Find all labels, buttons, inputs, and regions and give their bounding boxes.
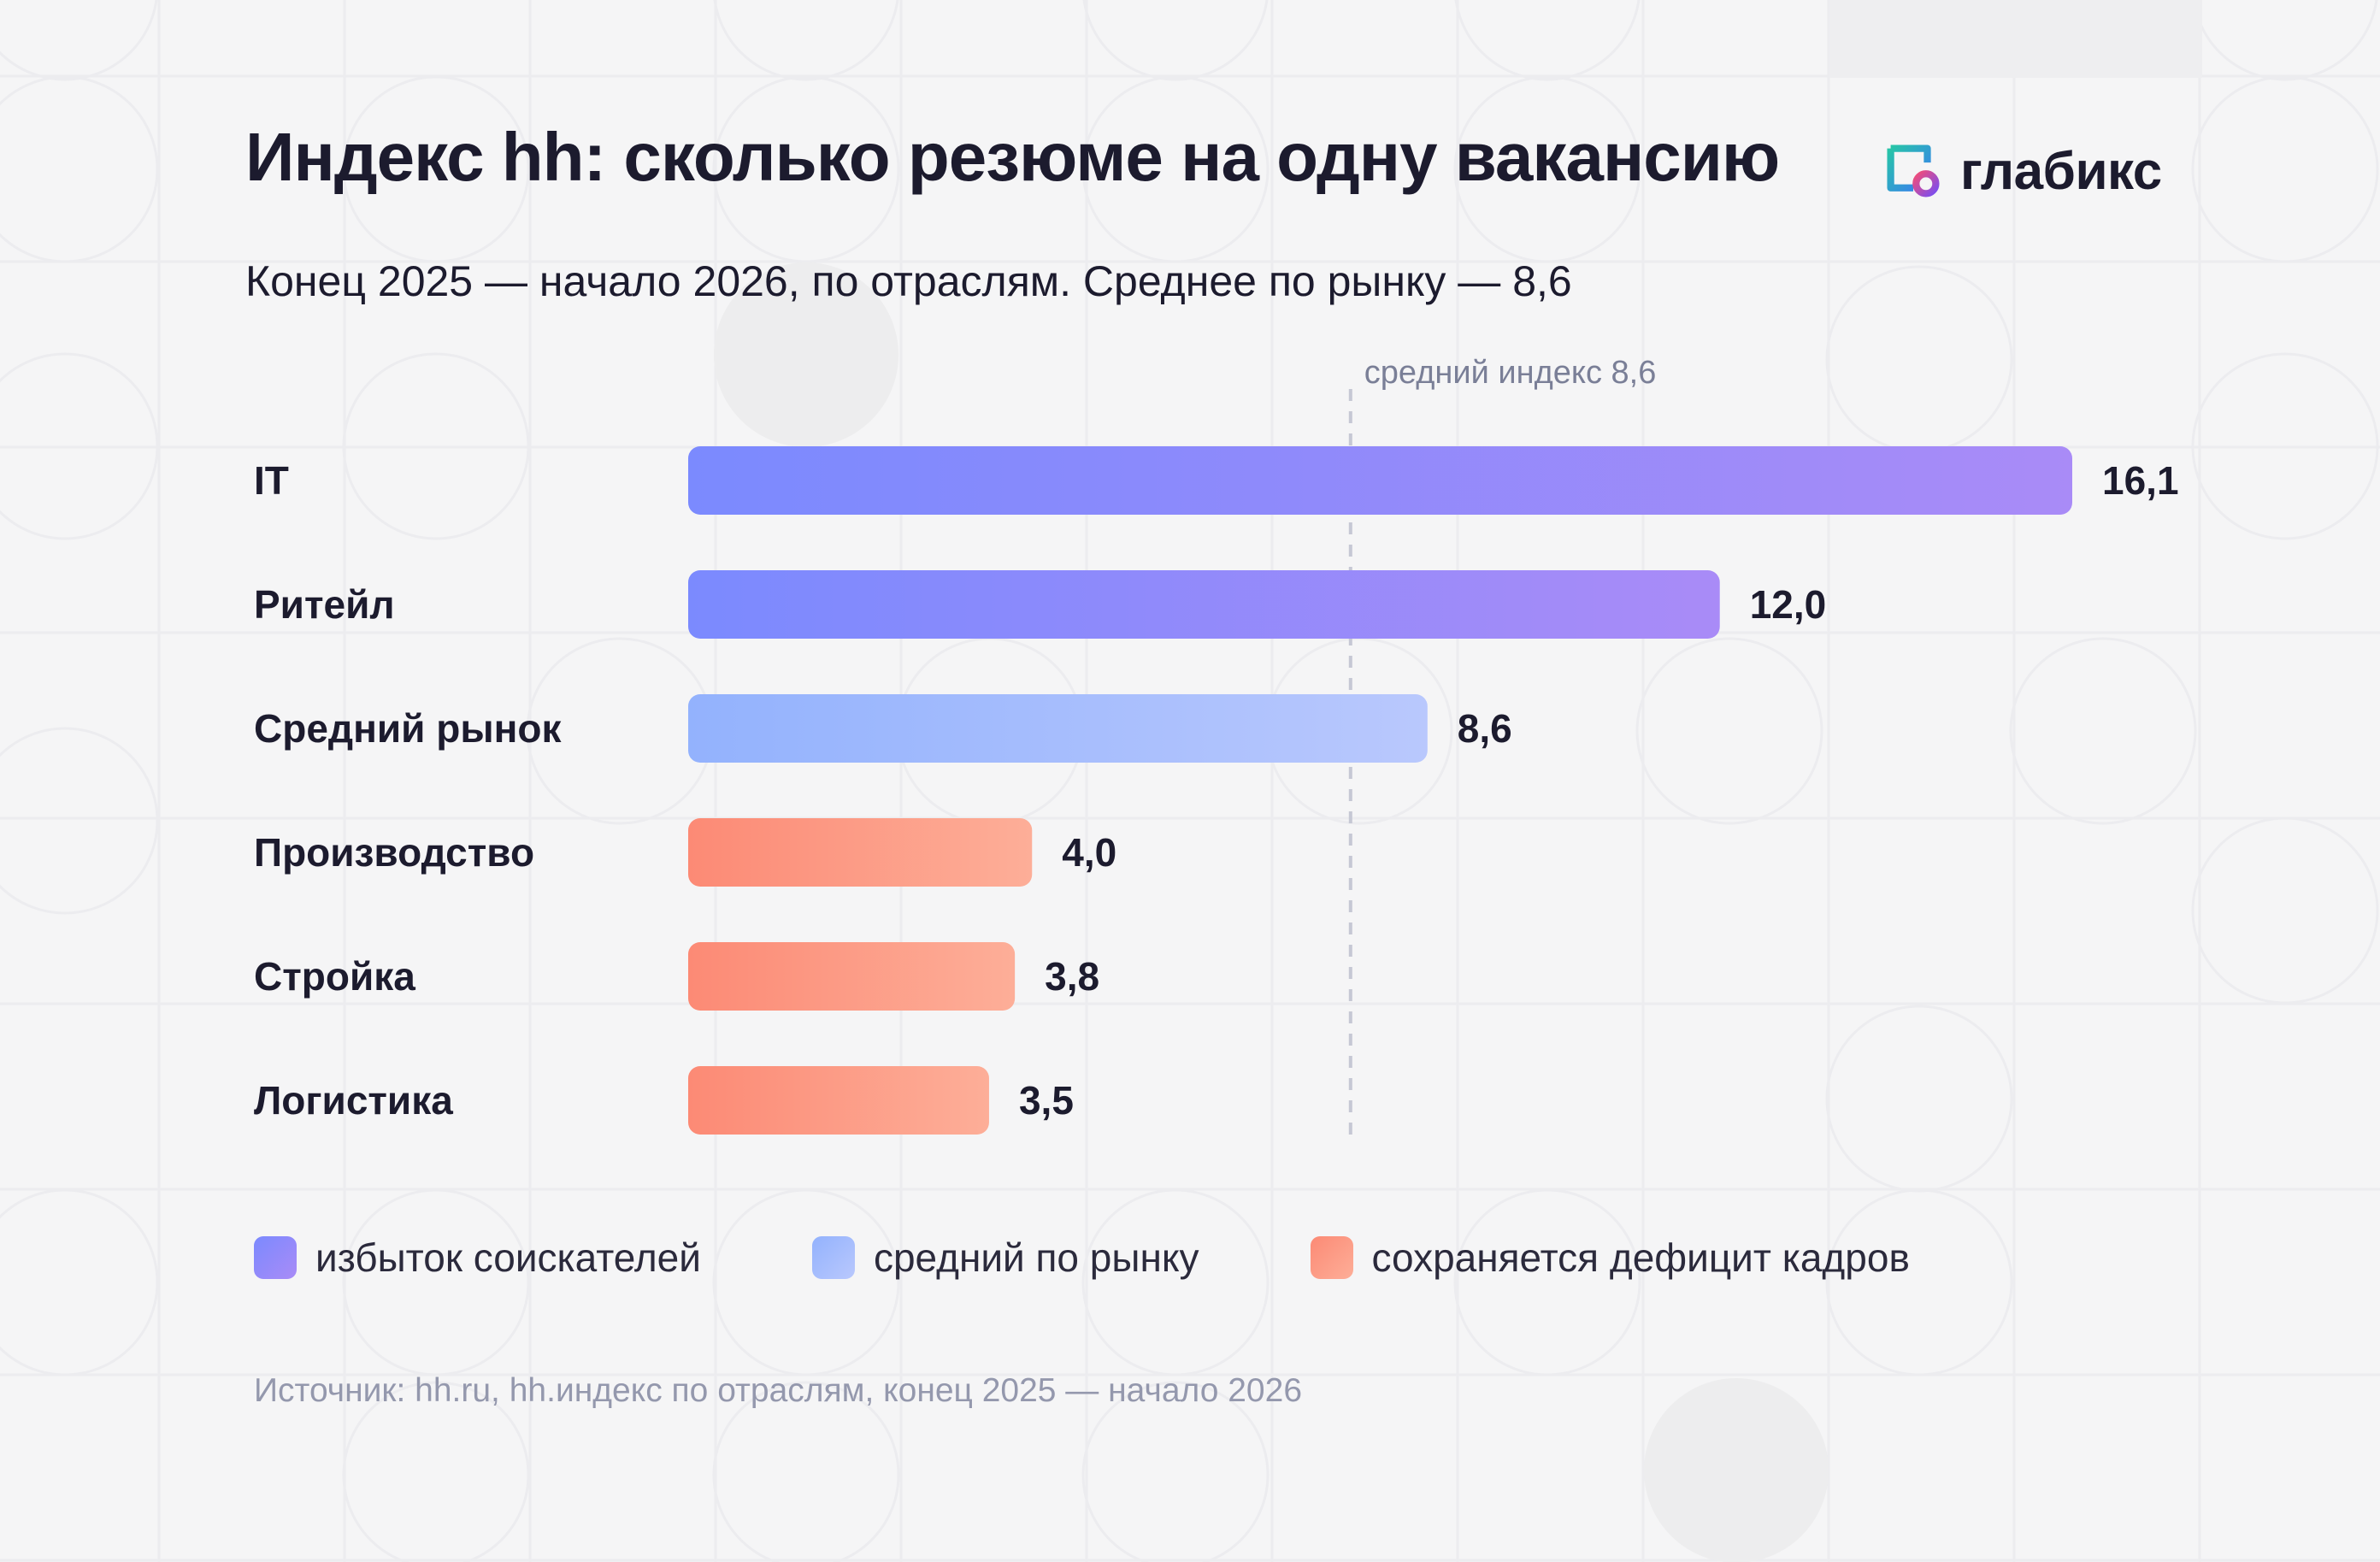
bar-deficit xyxy=(688,818,1033,887)
value-label: 12,0 xyxy=(1750,582,1827,627)
category-label: IT xyxy=(254,458,289,503)
value-label: 8,6 xyxy=(1458,706,1512,751)
bar-average xyxy=(688,694,1428,763)
legend-swatch-deficit xyxy=(1310,1236,1353,1279)
bar-surplus xyxy=(688,446,2072,515)
value-label: 3,8 xyxy=(1045,954,1099,999)
legend-swatch-surplus xyxy=(254,1236,297,1279)
legend-label: средний по рынку xyxy=(873,1235,1199,1280)
chart-legend: избыток соискателей средний по рынку сох… xyxy=(254,1234,2021,1282)
source-note: Источник: hh.ru, hh.индекс по отраслям, … xyxy=(254,1372,1303,1409)
legend-item-surplus: избыток соискателей xyxy=(254,1235,701,1281)
category-label: Логистика xyxy=(254,1078,453,1123)
value-label: 4,0 xyxy=(1062,830,1116,875)
page-subtitle: Конец 2025 — начало 2026, по отраслям. С… xyxy=(245,257,1572,305)
value-label: 3,5 xyxy=(1019,1078,1074,1123)
page-title: Индекс hh: сколько резюме на одну ваканс… xyxy=(245,119,1780,195)
legend-item-average: средний по рынку xyxy=(811,1235,1199,1281)
legend-label: сохраняется дефицит кадров xyxy=(1371,1235,1910,1280)
brand-name: глабикс xyxy=(1960,141,2162,201)
bar-deficit xyxy=(688,942,1016,1011)
glabix-logo-icon xyxy=(1887,144,1940,197)
category-label: Средний рынок xyxy=(254,706,562,751)
category-label: Стройка xyxy=(254,954,415,999)
brand-logo: глабикс xyxy=(1885,141,2162,201)
legend-label: избыток соискателей xyxy=(315,1235,701,1280)
bar-surplus xyxy=(688,570,1720,639)
average-reference-label: средний индекс 8,6 xyxy=(1364,355,1657,391)
legend-item-deficit: сохраняется дефицит кадров xyxy=(1310,1235,1910,1281)
category-label: Производство xyxy=(254,830,534,875)
legend-swatch-average xyxy=(811,1236,855,1279)
category-label: Ритейл xyxy=(254,582,395,627)
bar-deficit xyxy=(688,1066,989,1135)
value-label: 16,1 xyxy=(2102,458,2179,503)
